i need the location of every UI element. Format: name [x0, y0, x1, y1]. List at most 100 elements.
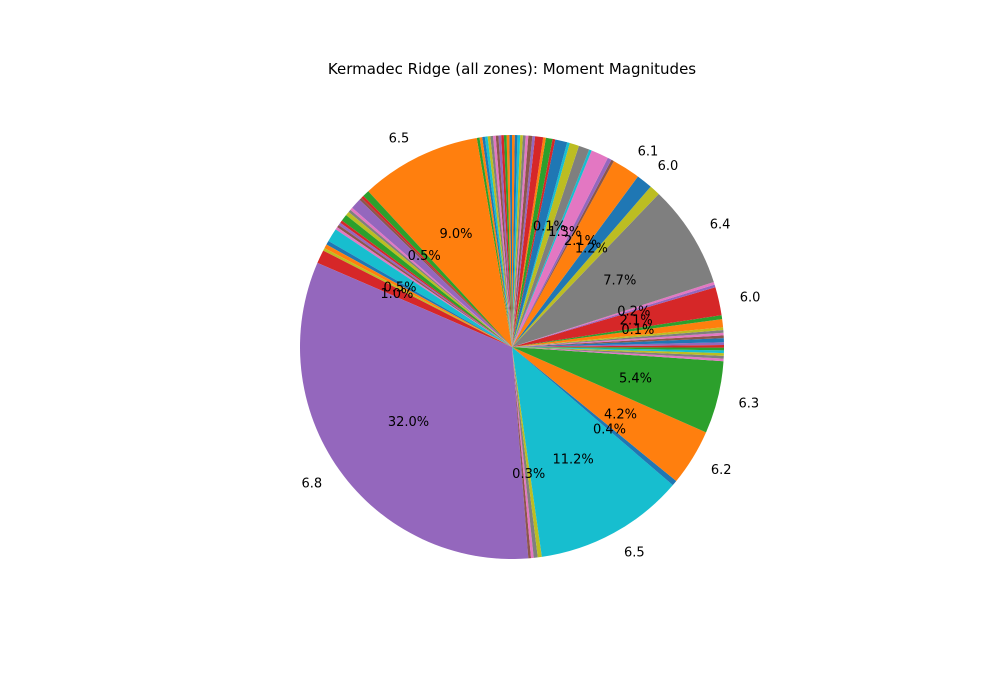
- pie-slice-8: [487, 136, 512, 347]
- pie-slice-56: [512, 282, 715, 347]
- pie-slice-36: [512, 347, 673, 557]
- pie-slice-49: [512, 332, 724, 347]
- pie-slice-71: [512, 137, 546, 347]
- pie-slice-80: [512, 135, 515, 347]
- pie-slice-55: [512, 284, 716, 347]
- pie-slice-21: [341, 215, 512, 347]
- pie-slice-1: [506, 135, 512, 347]
- pie-slice-38: [512, 347, 707, 481]
- pie-slice-78: [512, 135, 521, 347]
- pie-slice-60: [512, 161, 638, 347]
- pie-slice-37: [512, 347, 677, 486]
- pie-slice-9: [484, 136, 512, 347]
- pie-slice-18: [350, 207, 512, 347]
- pie-slice-44: [512, 347, 724, 351]
- pie-slice-73: [512, 135, 536, 347]
- pie-slice-67: [512, 142, 570, 347]
- slice-percent-labels: 9.0%0.5%0.5%1.0%32.0%0.3%11.2%0.4%4.2%5.…: [380, 219, 654, 482]
- pie-slice-14: [363, 191, 512, 347]
- pie-slice-0: [509, 135, 512, 347]
- pie-slice-12: [476, 137, 512, 347]
- slice-percent-36: 11.2%: [552, 453, 593, 468]
- chart-title: Kermadec Ridge (all zones): Moment Magni…: [328, 60, 696, 78]
- pie-slice-57: [512, 194, 714, 347]
- slice-percent-30: 1.0%: [380, 287, 413, 302]
- pie-slice-3: [501, 135, 512, 347]
- pie-slice-75: [512, 135, 529, 347]
- pie-slice-40: [512, 347, 724, 362]
- slice-label-36: 6.5: [624, 546, 645, 561]
- slice-percent-59: 1.2%: [575, 242, 608, 257]
- slice-label-31: 6.8: [302, 477, 323, 492]
- slice-percent-37: 0.4%: [593, 423, 626, 438]
- pie-slice-32: [512, 347, 532, 559]
- pie-slices: [300, 135, 725, 559]
- pie-slice-43: [512, 347, 724, 354]
- pie-slice-39: [512, 347, 724, 433]
- pie-slice-30: [317, 250, 512, 347]
- pie-slice-7: [490, 135, 512, 347]
- pie-slice-52: [512, 319, 724, 347]
- pie-slice-68: [512, 139, 568, 347]
- pie-slice-2: [503, 135, 512, 347]
- pie-slice-19: [348, 209, 512, 347]
- pie-slice-33: [512, 347, 534, 559]
- slice-percent-60: 2.1%: [564, 234, 597, 249]
- slice-percent-53: 0.1%: [621, 323, 654, 338]
- pie-slice-11: [479, 137, 512, 347]
- slice-labels: 6.56.86.56.26.36.06.46.06.1: [302, 132, 761, 561]
- pie-slice-70: [512, 137, 553, 347]
- pie-slice-28: [324, 244, 512, 347]
- pie-slice-54: [512, 287, 722, 347]
- pie-slice-76: [512, 135, 526, 347]
- pie-slice-5: [495, 135, 512, 347]
- pie-slice-66: [512, 143, 579, 347]
- pie-slice-42: [512, 347, 724, 356]
- slice-label-59: 6.0: [658, 159, 679, 174]
- slice-label-57: 6.4: [710, 217, 731, 232]
- slice-label-38: 6.2: [711, 463, 732, 478]
- pie-slice-51: [512, 327, 724, 347]
- pie-slice-24: [337, 224, 512, 347]
- pie-slice-17: [352, 199, 512, 347]
- pie-slice-4: [498, 135, 512, 347]
- pie-slice-26: [328, 229, 512, 347]
- pie-slice-64: [512, 149, 592, 347]
- slice-percent-31: 32.0%: [388, 415, 429, 430]
- pie-slice-27: [326, 241, 512, 347]
- pie-slice-31: [300, 262, 529, 559]
- pie-slice-34: [512, 347, 538, 558]
- pie-slice-62: [512, 157, 612, 347]
- pie-slice-41: [512, 347, 724, 359]
- slice-label-54: 6.0: [740, 291, 761, 306]
- slice-percent-54: 2.1%: [620, 313, 653, 328]
- slice-percent-39: 5.4%: [619, 371, 652, 386]
- slice-percent-63: 1.3%: [548, 225, 581, 240]
- pie-slice-53: [512, 315, 723, 347]
- pie-slice-58: [512, 186, 659, 347]
- pie-slice-63: [512, 150, 608, 347]
- pie-slice-35: [512, 347, 542, 558]
- pie-slice-23: [338, 222, 512, 347]
- pie-slice-72: [512, 136, 544, 347]
- pie-slice-16: [359, 197, 512, 347]
- slice-percent-38: 4.2%: [604, 407, 637, 422]
- pie-slice-10: [482, 136, 512, 347]
- slice-label-39: 6.3: [739, 397, 760, 412]
- pie-slice-22: [340, 220, 512, 347]
- slice-label-13: 6.5: [389, 132, 410, 147]
- pie-slice-79: [512, 135, 518, 347]
- slice-percent-28: 0.5%: [383, 281, 416, 296]
- pie-slice-45: [512, 344, 725, 348]
- pie-slice-15: [361, 195, 512, 347]
- pie-slice-69: [512, 138, 556, 347]
- pie-slice-65: [512, 145, 590, 347]
- slice-percent-66: 0.1%: [533, 219, 566, 234]
- slice-label-60: 6.1: [638, 145, 659, 160]
- pie-slice-47: [512, 338, 724, 347]
- pie-slice-46: [512, 342, 724, 347]
- pie-slice-20: [346, 211, 512, 347]
- pie-slice-77: [512, 135, 523, 347]
- slice-percent-55: 0.2%: [617, 304, 650, 319]
